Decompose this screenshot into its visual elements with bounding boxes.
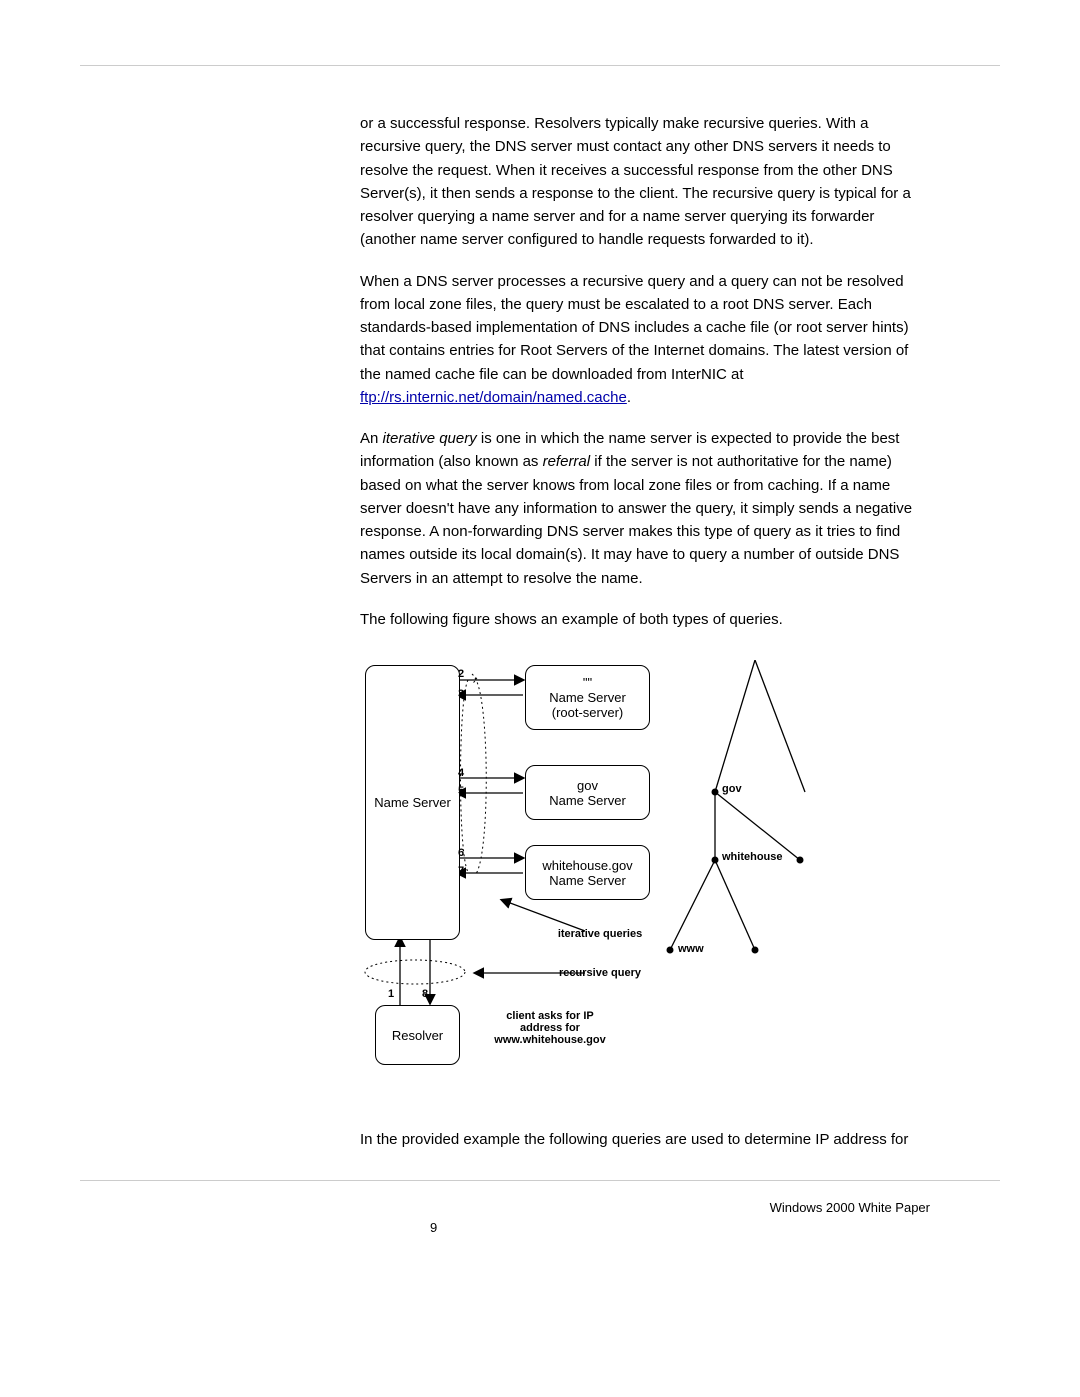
paragraph-3: An iterative query is one in which the n… [360,427,930,590]
tree-whitehouse: whitehouse [722,851,783,863]
wh-ns1: whitehouse.gov [542,858,632,873]
client-asks-2: address for [480,1022,620,1034]
box-gov-server: gov Name Server [525,765,650,820]
step-3: 3 [458,688,464,700]
gov-ns2: Name Server [549,793,626,808]
name-server-label: Name Server [374,795,451,810]
wh-ns2: Name Server [549,873,626,888]
step-5: 5 [458,785,464,797]
client-asks-1: client asks for IP [480,1010,620,1022]
tree-gov: gov [722,783,742,795]
box-wh-server: whitehouse.gov Name Server [525,845,650,900]
root-ns1: Name Server [549,690,626,705]
rule-bottom [80,1180,1000,1181]
client-asks-3: www.whitehouse.gov [480,1034,620,1046]
p3a: An [360,430,383,447]
box-name-server: Name Server [365,665,460,940]
paragraph-5: In the provided example the following qu… [360,1128,930,1151]
p3c: if the server is not authoritative for t… [360,453,912,586]
paragraph-2a: When a DNS server processes a recursive … [360,273,909,383]
internic-link[interactable]: ftp://rs.internic.net/domain/named.cache [360,389,627,406]
step-2: 2 [458,668,464,680]
step-8: 8 [422,988,428,1000]
step-6: 6 [458,847,464,859]
gov-ns1: gov [577,778,598,793]
paragraph-1: or a successful response. Resolvers typi… [360,112,930,252]
step-7: 7 [458,865,464,877]
step-1: 1 [388,988,394,1000]
step-4: 4 [458,767,464,779]
resolver-label: Resolver [392,1028,443,1043]
body-text: or a successful response. Resolvers typi… [360,112,930,649]
tree-www: www [678,943,704,955]
label-iterative: iterative queries [535,928,665,940]
paragraph-2: When a DNS server processes a recursive … [360,270,930,410]
box-resolver: Resolver [375,1005,460,1065]
dns-query-diagram: Name Server "" Name Server (root-server)… [360,660,850,1090]
rule-top [80,65,1000,66]
label-client-asks: client asks for IP address for www.white… [480,1010,620,1046]
root-ns2: (root-server) [552,705,624,720]
p3-iterative: iterative query [383,430,477,447]
paragraph-2b: . [627,389,631,406]
paragraph-4: The following figure shows an example of… [360,608,930,631]
page-number: 9 [430,1220,437,1235]
label-recursive: recursive query [535,967,665,979]
footer-text: Windows 2000 White Paper [770,1200,930,1215]
root-quote: "" [583,675,592,690]
box-root-server: "" Name Server (root-server) [525,665,650,730]
p3-referral: referral [543,453,591,470]
